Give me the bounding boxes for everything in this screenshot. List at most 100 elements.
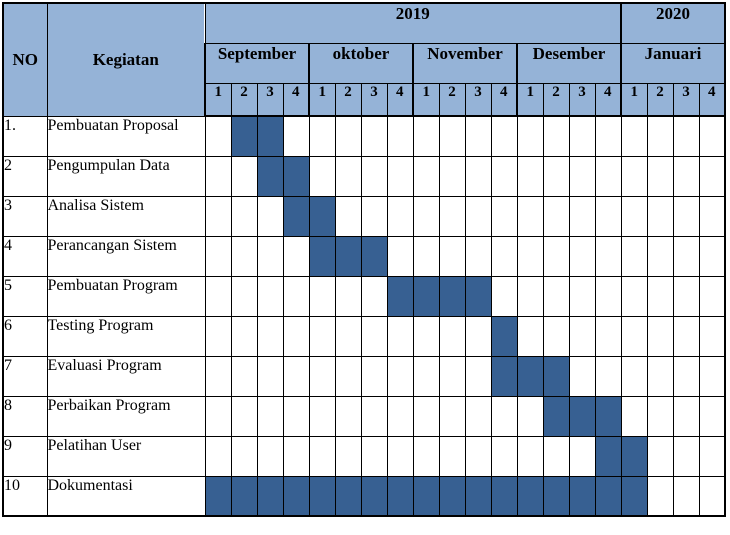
- week-cell: [438, 155, 466, 197]
- week-cell: [672, 275, 700, 317]
- week-cell: [620, 275, 648, 317]
- week-cell: [672, 435, 700, 477]
- gantt-bar-cell: [282, 195, 310, 237]
- week-cell: [620, 395, 648, 437]
- week-cell: [568, 115, 596, 157]
- week-cell: [672, 195, 700, 237]
- week-cell: [542, 435, 570, 477]
- week-cell: [334, 355, 362, 397]
- week-header: 3: [672, 82, 700, 117]
- row-number-cell: 7: [2, 355, 48, 397]
- week-cell: [672, 395, 700, 437]
- week-header: 3: [256, 82, 284, 117]
- week-cell: [438, 435, 466, 477]
- week-cell: [308, 275, 336, 317]
- week-cell: [360, 395, 388, 437]
- week-cell: [204, 355, 232, 397]
- week-cell: [594, 355, 622, 397]
- week-cell: [698, 395, 726, 437]
- week-cell: [282, 115, 310, 157]
- week-cell: [386, 155, 414, 197]
- activity-name-cell: Testing Program: [46, 315, 206, 357]
- table-row: 1. Pembuatan Proposal: [2, 115, 726, 157]
- week-header: 2: [334, 82, 362, 117]
- week-cell: [542, 315, 570, 357]
- week-cell: [334, 115, 362, 157]
- week-cell: [282, 395, 310, 437]
- week-cell: [308, 355, 336, 397]
- week-cell: [672, 155, 700, 197]
- week-cell: [516, 195, 544, 237]
- week-header: 3: [360, 82, 388, 117]
- month-header: oktober: [308, 42, 414, 84]
- week-cell: [282, 315, 310, 357]
- week-cell: [516, 115, 544, 157]
- week-header: 3: [568, 82, 596, 117]
- row-number-cell: 2: [2, 155, 48, 197]
- week-cell: [516, 275, 544, 317]
- week-cell: [594, 315, 622, 357]
- week-cell: [412, 435, 440, 477]
- week-cell: [204, 235, 232, 277]
- gantt-bar-cell: [334, 235, 362, 277]
- table-row: 2 Pengumpulan Data: [2, 155, 726, 197]
- week-cell: [282, 235, 310, 277]
- week-cell: [360, 355, 388, 397]
- gantt-bar-cell: [412, 475, 440, 517]
- week-cell: [672, 315, 700, 357]
- week-cell: [646, 395, 674, 437]
- week-cell: [464, 355, 492, 397]
- gantt-body: 1. Pembuatan Proposal 2 Pengumpulan Data 3 An…: [2, 115, 726, 517]
- week-cell: [282, 435, 310, 477]
- week-cell: [698, 155, 726, 197]
- week-cell: [672, 235, 700, 277]
- week-header: 2: [542, 82, 570, 117]
- week-cell: [256, 395, 284, 437]
- week-cell: [204, 195, 232, 237]
- table-row: 3 Analisa Sistem: [2, 195, 726, 237]
- week-cell: [386, 395, 414, 437]
- gantt-bar-cell: [386, 475, 414, 517]
- week-cell: [360, 195, 388, 237]
- row-number-cell: 9: [2, 435, 48, 477]
- week-cell: [646, 195, 674, 237]
- year-header: 2019: [204, 2, 622, 44]
- week-cell: [464, 115, 492, 157]
- activity-name-cell: Perancangan Sistem: [46, 235, 206, 277]
- week-cell: [204, 315, 232, 357]
- week-cell: [360, 115, 388, 157]
- week-cell: [490, 115, 518, 157]
- week-cell: [594, 275, 622, 317]
- week-cell: [204, 155, 232, 197]
- week-cell: [334, 395, 362, 437]
- table-row: 8 Perbaikan Program: [2, 395, 726, 437]
- week-cell: [412, 355, 440, 397]
- activity-name-cell: Analisa Sistem: [46, 195, 206, 237]
- col-header-activity: Kegiatan: [46, 2, 206, 117]
- table-row: 6 Testing Program: [2, 315, 726, 357]
- week-cell: [412, 395, 440, 437]
- gantt-bar-cell: [490, 355, 518, 397]
- week-cell: [360, 315, 388, 357]
- activity-name-cell: Pembuatan Proposal: [46, 115, 206, 157]
- week-cell: [646, 315, 674, 357]
- week-cell: [256, 235, 284, 277]
- week-cell: [386, 235, 414, 277]
- gantt-bar-cell: [542, 475, 570, 517]
- week-cell: [334, 435, 362, 477]
- week-cell: [230, 275, 258, 317]
- week-cell: [308, 315, 336, 357]
- gantt-bar-cell: [594, 435, 622, 477]
- gantt-bar-cell: [542, 355, 570, 397]
- week-cell: [698, 435, 726, 477]
- week-cell: [438, 115, 466, 157]
- week-cell: [516, 235, 544, 277]
- week-cell: [646, 155, 674, 197]
- gantt-bar-cell: [230, 475, 258, 517]
- week-cell: [334, 155, 362, 197]
- week-cell: [542, 115, 570, 157]
- week-cell: [568, 435, 596, 477]
- gantt-table: NO Kegiatan 2019 2020 September oktober Novemb…: [2, 2, 726, 517]
- week-cell: [464, 155, 492, 197]
- gantt-bar-cell: [438, 475, 466, 517]
